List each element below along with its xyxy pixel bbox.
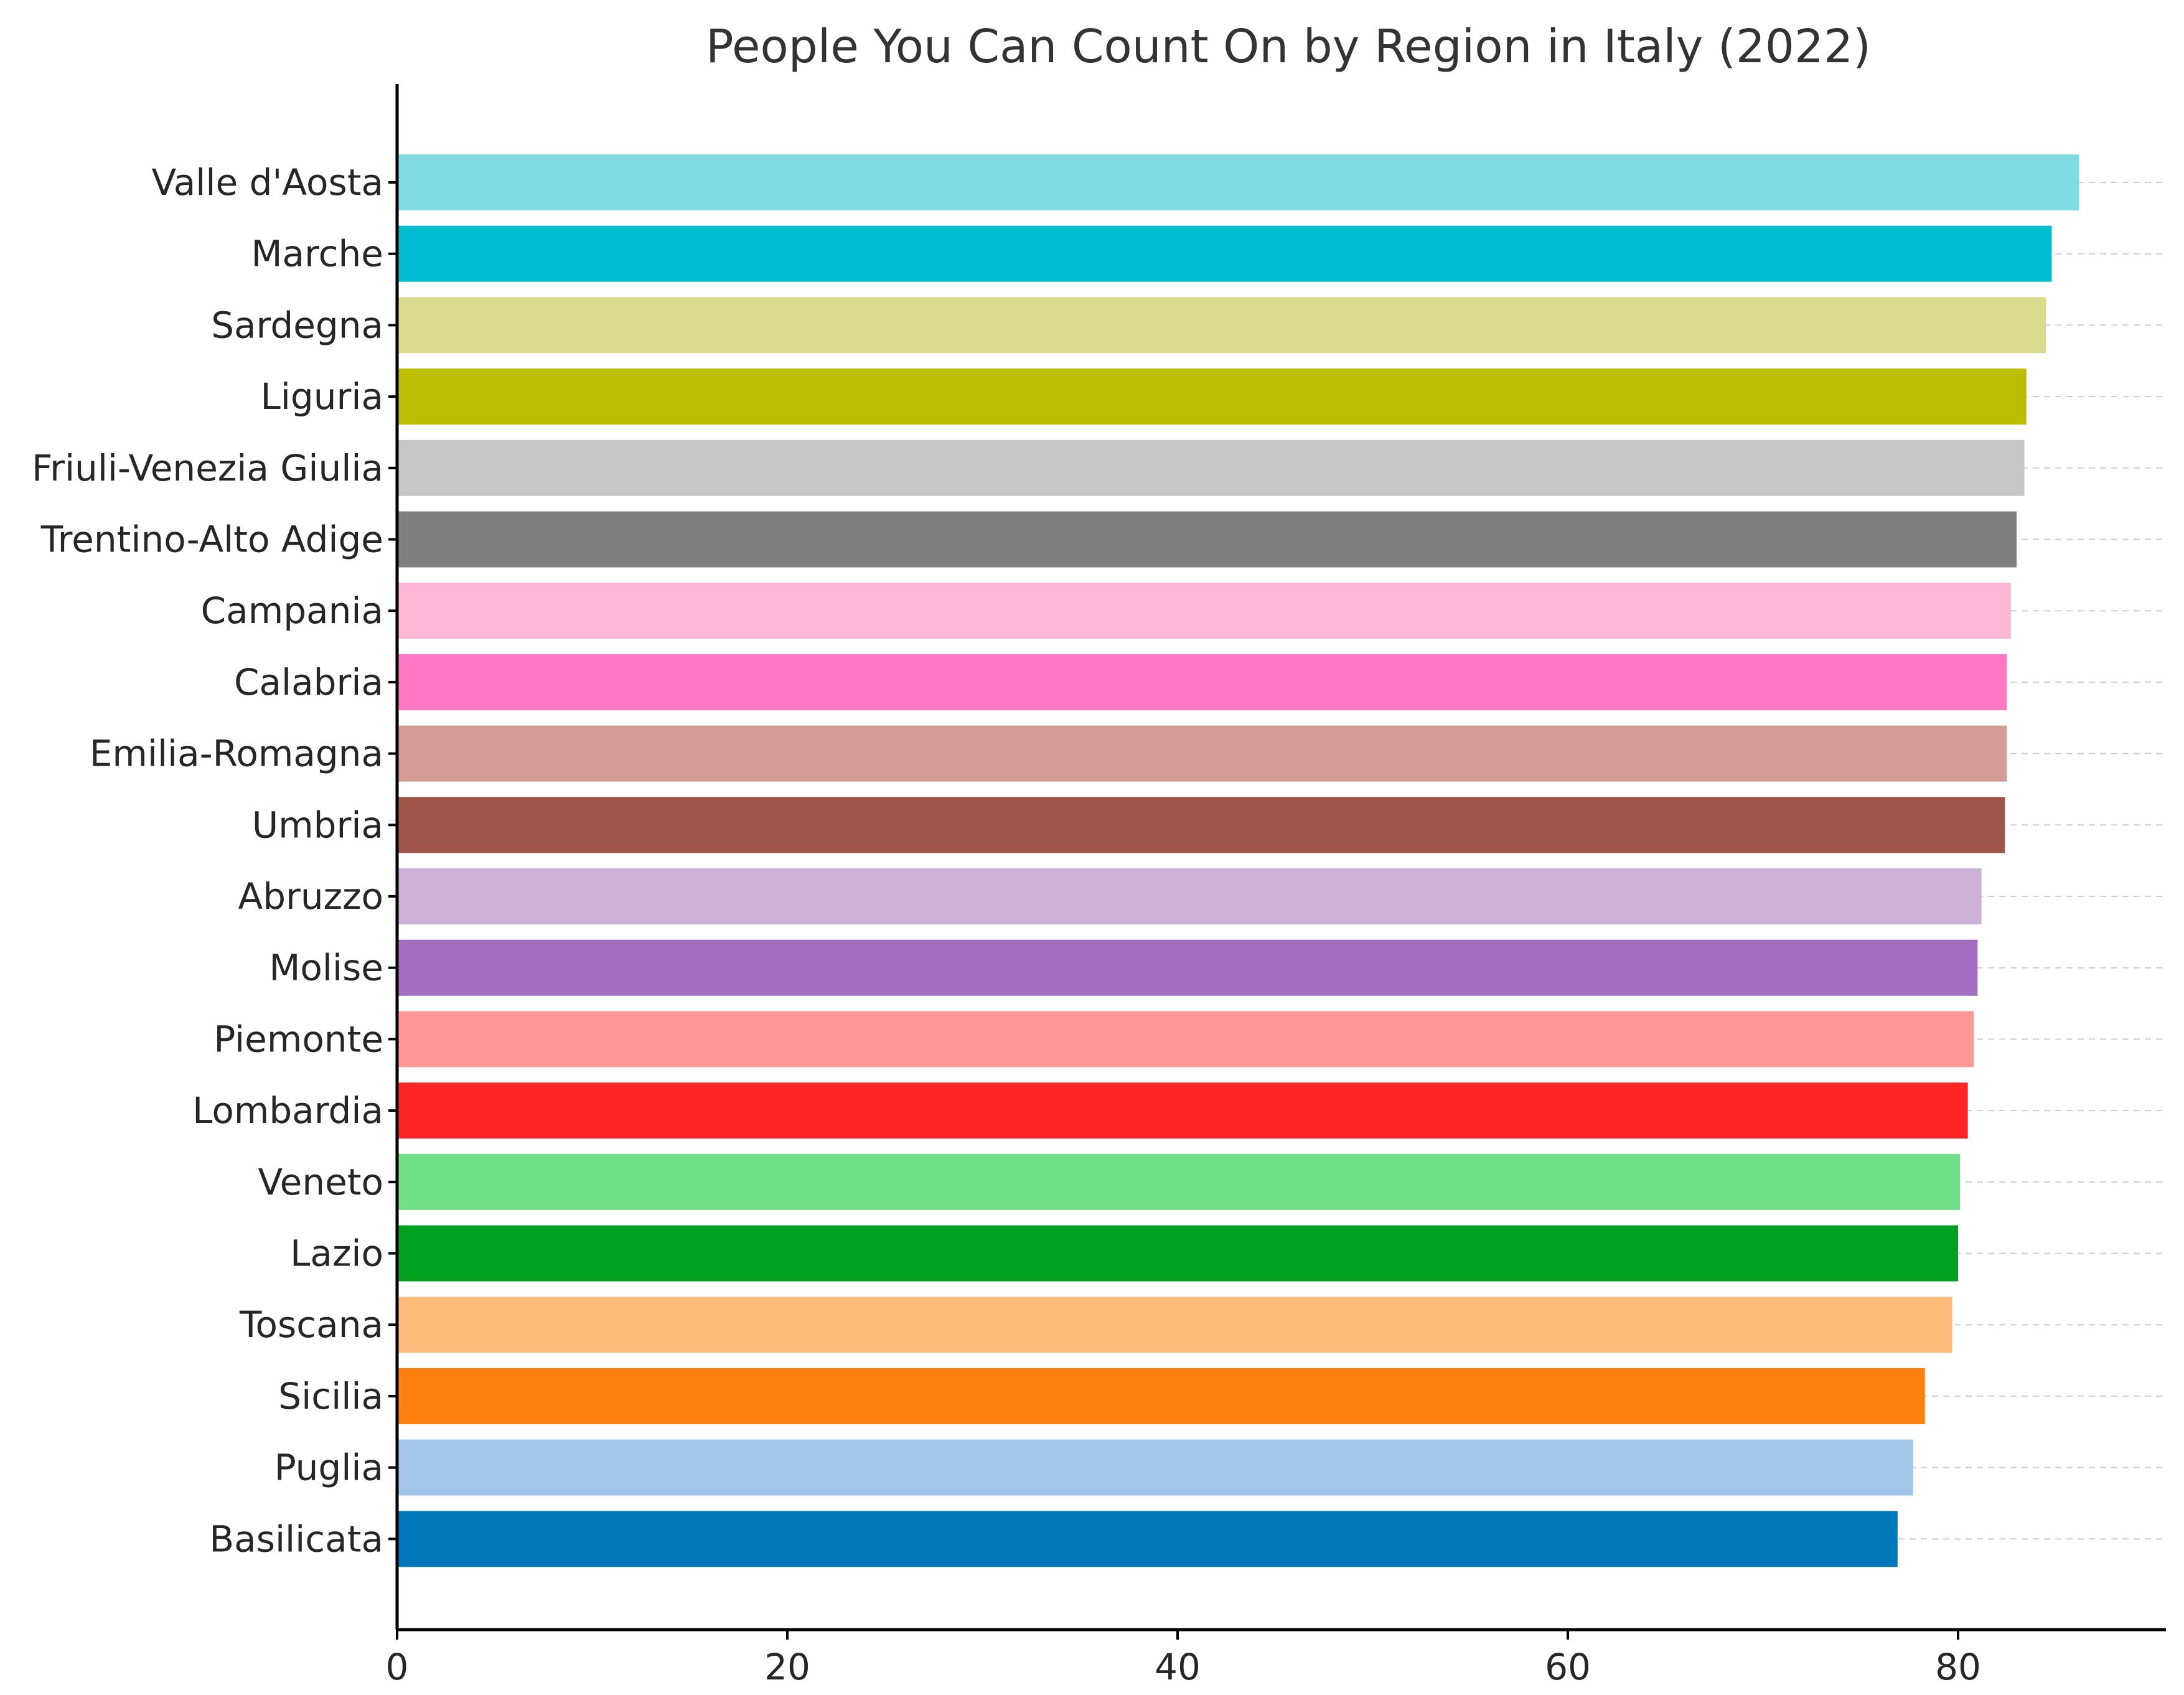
category-label: Umbria <box>252 804 383 846</box>
chart-title: People You Can Count On by Region in Ita… <box>706 20 1871 73</box>
category-label: Piemonte <box>213 1018 383 1060</box>
bar-sicilia <box>397 1368 1925 1424</box>
category-labels: Valle d'Aosta Marche Sardegna Liguria Friuli… <box>32 161 383 1560</box>
bar-emilia-romagna <box>397 725 2007 782</box>
bars <box>397 154 2079 1567</box>
category-label: Valle d'Aosta <box>152 161 383 204</box>
category-label: Puglia <box>274 1447 383 1489</box>
bar-abruzzo <box>397 868 1982 924</box>
category-label: Liguria <box>260 375 383 418</box>
bar-piemonte <box>397 1011 1974 1068</box>
bar-lazio <box>397 1225 1958 1282</box>
bar-basilicata <box>397 1511 1898 1567</box>
bar-campania <box>397 583 2011 639</box>
category-label: Friuli-Venezia Giulia <box>32 447 383 489</box>
x-tick-label: 40 <box>1155 1646 1201 1688</box>
category-label: Calabria <box>234 661 383 703</box>
category-label: Veneto <box>258 1161 383 1203</box>
category-label: Sardegna <box>211 304 383 346</box>
x-tick-label: 60 <box>1545 1646 1591 1688</box>
bar-sardegna <box>397 297 2046 354</box>
category-label: Campania <box>201 589 383 632</box>
category-label: Sicilia <box>278 1375 383 1417</box>
category-label: Molise <box>269 947 383 989</box>
bar-valle-d-aosta <box>397 154 2079 210</box>
category-label: Emilia-Romagna <box>90 733 383 775</box>
category-label: Lombardia <box>192 1089 383 1132</box>
x-tick-label: 0 <box>386 1646 409 1688</box>
category-label: Trentino-Alto Adige <box>40 519 383 561</box>
category-label: Toscana <box>239 1303 383 1346</box>
x-tick-label: 20 <box>764 1646 810 1688</box>
x-tick-label: 80 <box>1935 1646 1981 1688</box>
bar-puglia <box>397 1439 1913 1496</box>
bar-marche <box>397 225 2052 282</box>
category-label: Lazio <box>290 1233 383 1275</box>
bar-calabria <box>397 654 2007 710</box>
category-label: Basilicata <box>209 1518 383 1560</box>
bar-liguria <box>397 369 2027 425</box>
x-ticks: 0 20 40 60 80 <box>386 181 1981 1688</box>
axes <box>395 84 2166 1632</box>
bar-umbria <box>397 797 2005 853</box>
bar-toscana <box>397 1297 1952 1353</box>
category-label: Abruzzo <box>238 875 383 918</box>
bar-molise <box>397 939 1978 996</box>
category-label: Marche <box>251 233 384 275</box>
bar-trentino-alto-adige <box>397 511 2017 568</box>
bar-lombardia <box>397 1082 1968 1139</box>
bar-veneto <box>397 1153 1961 1210</box>
bar-friuli-venezia-giulia <box>397 439 2025 496</box>
